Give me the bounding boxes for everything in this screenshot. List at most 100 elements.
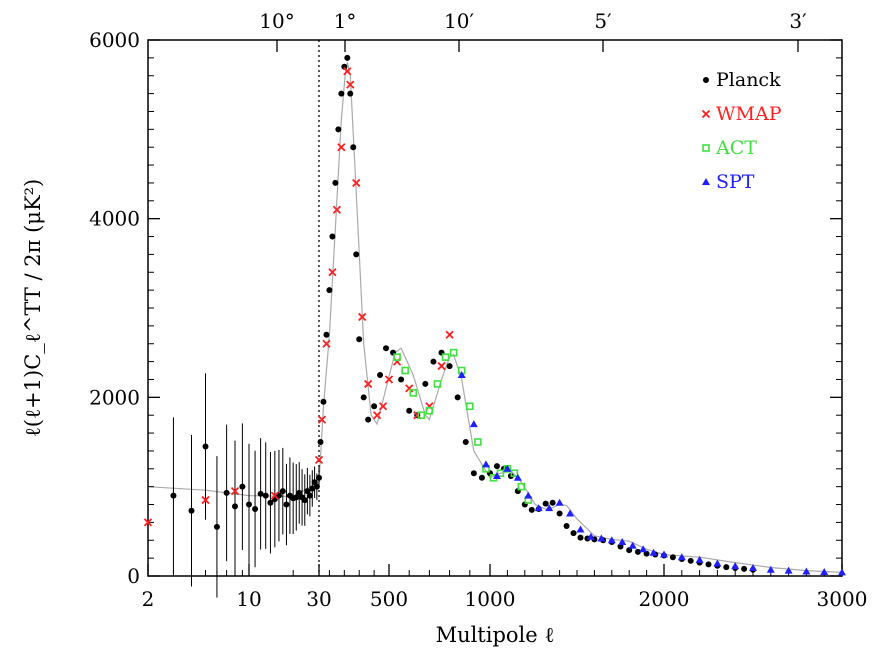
- planck-point: [570, 530, 577, 537]
- planck-point: [262, 492, 269, 499]
- spt-point: [503, 464, 512, 472]
- planck-point: [317, 439, 324, 445]
- spt-point: [677, 553, 686, 561]
- planck-point: [462, 439, 469, 445]
- act-point: [393, 353, 401, 361]
- spt-point: [545, 504, 554, 512]
- legend-label-wmap: WMAP: [716, 103, 782, 125]
- planck-point: [301, 497, 308, 504]
- legend-marker-planck: [703, 77, 709, 83]
- planck-point: [316, 474, 322, 481]
- wmap-point: [314, 455, 324, 465]
- act-point: [401, 366, 409, 375]
- planck-point: [705, 561, 712, 568]
- planck-point: [478, 474, 485, 481]
- planck-point: [365, 416, 372, 423]
- spt-point: [784, 566, 793, 574]
- wmap-point: [143, 518, 153, 527]
- top-axis-label: 10°: [259, 9, 294, 33]
- act-point: [465, 402, 474, 411]
- wmap-point: [346, 80, 355, 89]
- wmap-point: [358, 312, 367, 322]
- model-curve: [147, 62, 843, 573]
- act-point: [449, 348, 458, 357]
- planck-point: [353, 251, 360, 258]
- planck-point: [304, 488, 311, 495]
- planck-point: [320, 398, 327, 405]
- legend-marker-spt: [702, 178, 710, 185]
- spt-point: [457, 371, 466, 378]
- planck-point: [202, 443, 209, 450]
- spt-point: [555, 498, 564, 506]
- planck-point: [257, 490, 264, 497]
- wmap-point: [343, 67, 352, 76]
- planck-point: [528, 506, 535, 513]
- x-tick-label: 2000: [639, 587, 690, 611]
- planck-point: [283, 501, 290, 508]
- spt-point: [838, 568, 846, 576]
- x-tick-label: 1000: [465, 587, 516, 611]
- x-tick-label: 500: [370, 587, 408, 611]
- planck-point: [383, 345, 390, 352]
- planck-point: [239, 483, 246, 490]
- planck-point: [311, 479, 318, 486]
- spt-point: [607, 536, 616, 544]
- planck-point: [246, 501, 252, 508]
- x-tick-label: 30: [306, 587, 331, 611]
- spt-point: [524, 491, 533, 499]
- planck-point: [446, 363, 453, 370]
- x-tick-label: 2: [142, 587, 155, 611]
- spt-point: [820, 567, 829, 575]
- wmap-point: [352, 178, 361, 188]
- wmap-point: [322, 339, 331, 348]
- act-point: [433, 380, 442, 388]
- wmap-point: [437, 361, 446, 371]
- planck-point: [313, 483, 320, 490]
- planck-point: [170, 492, 177, 499]
- spt-point: [649, 548, 658, 556]
- act-point: [409, 389, 418, 397]
- wmap-point: [378, 402, 388, 411]
- planck-point: [329, 233, 336, 240]
- spt-point: [628, 541, 637, 549]
- top-axis-label: 3′: [789, 9, 807, 33]
- act-point: [441, 353, 450, 361]
- wmap-point: [445, 330, 454, 339]
- y-tick-label: 2000: [89, 385, 140, 409]
- planck-point: [338, 90, 345, 97]
- spt-point: [660, 550, 668, 558]
- planck-point: [563, 522, 570, 529]
- legend-marker-act: [702, 144, 710, 152]
- spt-point: [513, 473, 522, 481]
- planck-point: [335, 126, 342, 133]
- planck-point: [454, 394, 461, 401]
- plot-area: 0 2000 4000 6000 2 10 30 500 1000 2000 3000 10° 1° 10…: [21, 9, 867, 647]
- y-axis-title: ℓ(ℓ+1)C_ℓ^TT / 2π (μK²): [21, 179, 45, 438]
- act-point: [510, 469, 519, 478]
- planck-point: [341, 63, 348, 70]
- spt-point: [481, 460, 490, 468]
- planck-point: [344, 54, 351, 61]
- spt-point: [713, 559, 722, 567]
- planck-point: [687, 557, 694, 564]
- planck-point: [356, 336, 363, 343]
- planck-point: [332, 179, 339, 186]
- wmap-point: [364, 379, 373, 389]
- spt-point: [639, 545, 648, 553]
- y-tick-label: 4000: [89, 207, 140, 231]
- planck-point: [549, 499, 556, 506]
- planck-point: [323, 331, 330, 338]
- planck-point: [267, 499, 274, 506]
- wmap-point: [317, 415, 327, 424]
- act-point: [517, 482, 526, 491]
- planck-point: [470, 470, 477, 477]
- wmap-point: [405, 384, 414, 393]
- x-tick-label: 3000: [817, 587, 868, 611]
- wmap-point: [332, 205, 342, 214]
- spt-point: [586, 532, 595, 540]
- planck-point: [377, 372, 384, 378]
- planck-point: [293, 494, 300, 501]
- act-point: [425, 406, 434, 415]
- top-axis-label: 5′: [594, 9, 612, 33]
- planck-point: [398, 376, 405, 383]
